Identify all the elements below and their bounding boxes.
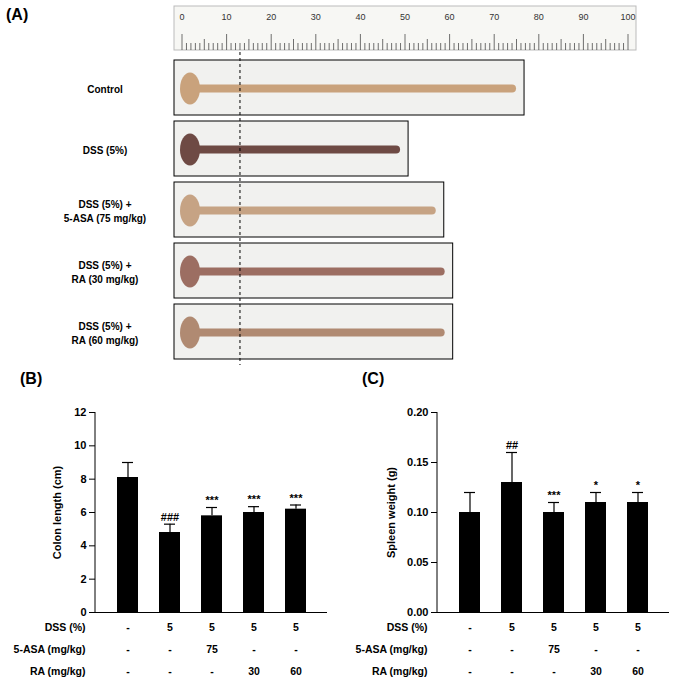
svg-text:100: 100 xyxy=(620,12,635,22)
svg-text:0: 0 xyxy=(80,606,86,618)
svg-text:***: *** xyxy=(548,489,562,501)
svg-text:-: - xyxy=(126,621,130,633)
svg-text:Control: Control xyxy=(87,84,123,95)
svg-text:-: - xyxy=(552,665,556,677)
svg-text:-: - xyxy=(252,643,256,655)
svg-text:5-ASA (mg/kg): 5-ASA (mg/kg) xyxy=(14,643,86,655)
html-text:(B): (B) xyxy=(20,370,43,387)
svg-text:***: *** xyxy=(290,492,304,504)
svg-text:4: 4 xyxy=(80,539,87,551)
svg-text:70: 70 xyxy=(489,12,499,22)
svg-text:RA (mg/kg): RA (mg/kg) xyxy=(30,665,86,677)
svg-text:-: - xyxy=(168,665,172,677)
svg-text:DSS (5%): DSS (5%) xyxy=(83,145,127,156)
svg-text:-: - xyxy=(468,621,472,633)
svg-text:Colon length (cm): Colon length (cm) xyxy=(51,465,63,559)
svg-text:75: 75 xyxy=(206,643,218,655)
svg-text:-: - xyxy=(294,643,298,655)
svg-text:DSS (5%) +RA (30 mg/kg): DSS (5%) +RA (30 mg/kg) xyxy=(72,260,139,285)
svg-text:-: - xyxy=(468,665,472,677)
svg-text:40: 40 xyxy=(355,12,365,22)
svg-text:-: - xyxy=(468,643,472,655)
svg-text:DSS (%): DSS (%) xyxy=(387,621,428,633)
svg-text:6: 6 xyxy=(80,506,86,518)
svg-text:90: 90 xyxy=(578,12,588,22)
svg-text:5: 5 xyxy=(509,621,515,633)
svg-text:-: - xyxy=(510,665,514,677)
svg-text:-: - xyxy=(126,665,130,677)
svg-text:5: 5 xyxy=(593,621,599,633)
svg-text:10: 10 xyxy=(74,439,86,451)
svg-text:RA (mg/kg): RA (mg/kg) xyxy=(372,665,428,677)
svg-text:30: 30 xyxy=(590,665,602,677)
svg-text:***: *** xyxy=(206,494,220,506)
svg-text:10: 10 xyxy=(222,12,232,22)
svg-text:80: 80 xyxy=(534,12,544,22)
svg-text:(A): (A) xyxy=(6,6,28,23)
html-text:(C): (C) xyxy=(362,370,385,387)
svg-text:0.10: 0.10 xyxy=(407,506,428,518)
svg-text:*: * xyxy=(594,479,599,491)
svg-text:-: - xyxy=(510,643,514,655)
svg-text:DSS (%): DSS (%) xyxy=(45,621,86,633)
svg-text:-: - xyxy=(126,643,130,655)
svg-text:***: *** xyxy=(248,493,262,505)
svg-text:8: 8 xyxy=(80,473,86,485)
svg-text:##: ## xyxy=(506,439,518,451)
svg-text:-: - xyxy=(210,665,214,677)
svg-text:60: 60 xyxy=(290,665,302,677)
svg-text:0.20: 0.20 xyxy=(407,406,428,418)
svg-text:Spleen weight (g): Spleen weight (g) xyxy=(385,467,397,558)
svg-text:5: 5 xyxy=(551,621,557,633)
svg-text:5-ASA (mg/kg): 5-ASA (mg/kg) xyxy=(356,643,428,655)
svg-text:12: 12 xyxy=(74,406,86,418)
svg-text:30: 30 xyxy=(311,12,321,22)
svg-text:60: 60 xyxy=(632,665,644,677)
svg-text:DSS (5%) +5-ASA (75 mg/kg): DSS (5%) +5-ASA (75 mg/kg) xyxy=(64,199,146,224)
svg-text:5: 5 xyxy=(293,621,299,633)
svg-text:5: 5 xyxy=(209,621,215,633)
svg-text:-: - xyxy=(168,643,172,655)
svg-text:60: 60 xyxy=(445,12,455,22)
svg-text:0.00: 0.00 xyxy=(407,606,428,618)
svg-text:2: 2 xyxy=(80,573,86,585)
svg-text:0.15: 0.15 xyxy=(407,456,428,468)
svg-text:*: * xyxy=(636,479,641,491)
svg-text:50: 50 xyxy=(400,12,410,22)
svg-text:20: 20 xyxy=(266,12,276,22)
svg-text:###: ### xyxy=(161,511,179,523)
svg-text:0.05: 0.05 xyxy=(407,556,428,568)
svg-text:5: 5 xyxy=(251,621,257,633)
svg-text:5: 5 xyxy=(167,621,173,633)
svg-text:-: - xyxy=(636,643,640,655)
svg-text:5: 5 xyxy=(635,621,641,633)
svg-text:-: - xyxy=(594,643,598,655)
svg-text:30: 30 xyxy=(248,665,260,677)
svg-text:DSS (5%) +RA (60 mg/kg): DSS (5%) +RA (60 mg/kg) xyxy=(72,321,139,346)
svg-text:0: 0 xyxy=(179,12,184,22)
svg-text:75: 75 xyxy=(548,643,560,655)
